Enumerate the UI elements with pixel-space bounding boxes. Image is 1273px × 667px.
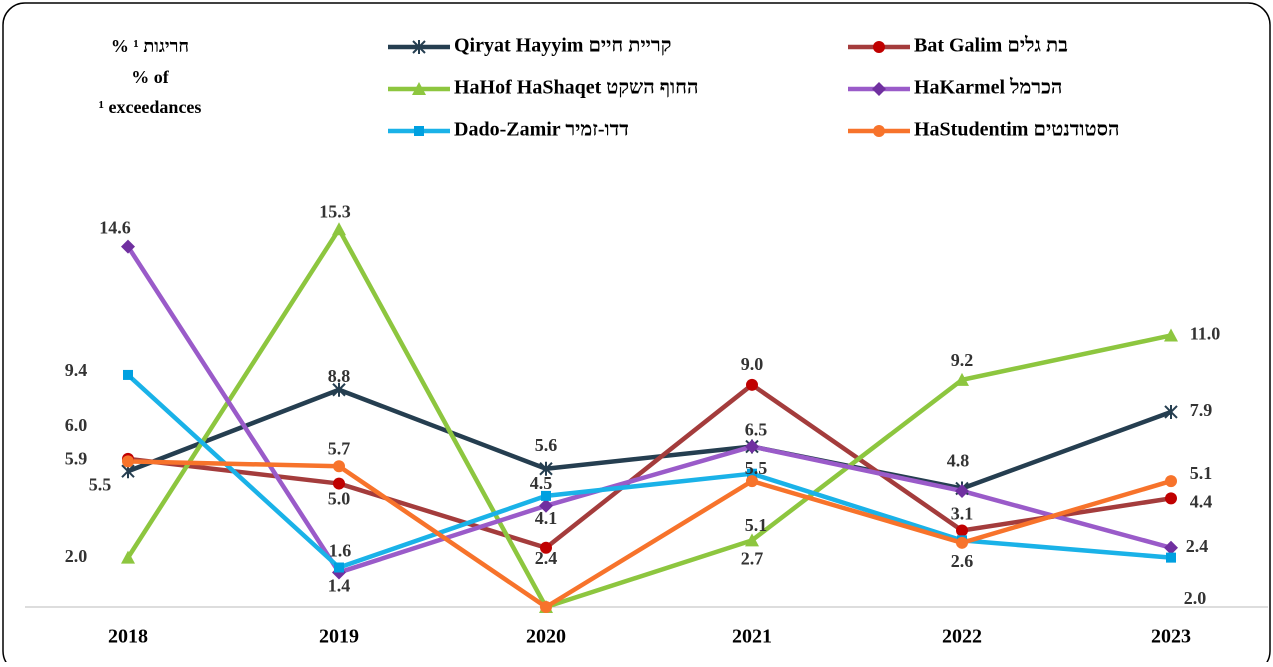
marker	[1164, 404, 1178, 419]
marker	[747, 468, 757, 479]
marker	[873, 41, 885, 53]
marker	[333, 460, 345, 473]
data-label: 6.5	[745, 420, 768, 440]
data-label: 9.0	[741, 354, 764, 374]
data-label: 4.5	[530, 473, 553, 493]
title-line: % of	[131, 67, 170, 87]
title-line: ¹ exceedances	[99, 97, 202, 117]
data-label: 5.5	[89, 474, 112, 494]
legend-label: HaStudentim הסטודנטים	[914, 119, 1119, 141]
marker	[746, 475, 758, 488]
data-label: 2.0	[65, 546, 88, 566]
marker	[746, 378, 758, 391]
data-label: 6.0	[65, 415, 88, 435]
data-label: 5.1	[745, 515, 768, 535]
data-label: 4.4	[1190, 492, 1213, 512]
marker	[873, 125, 885, 137]
marker	[539, 498, 553, 513]
marker	[121, 550, 135, 564]
data-label: 9.2	[951, 350, 974, 370]
series-line	[127, 387, 1172, 491]
data-label: 5.5	[745, 458, 768, 478]
data-label: 15.3	[319, 201, 351, 221]
data-label: 2.7	[741, 548, 764, 568]
marker	[955, 483, 969, 498]
data-label: 14.6	[99, 218, 131, 238]
marker	[540, 541, 552, 554]
marker	[123, 369, 133, 380]
data-label: 5.0	[328, 489, 351, 509]
marker	[1165, 475, 1177, 488]
data-label: 1.4	[328, 576, 351, 596]
series-line	[127, 382, 1172, 550]
data-label: 9.4	[65, 360, 88, 380]
marker	[333, 477, 345, 490]
data-label: 7.9	[1190, 400, 1213, 420]
data-label: 2.0	[1184, 588, 1207, 608]
x-tick-label: 2023	[1151, 626, 1191, 648]
marker	[956, 536, 968, 549]
series-line	[126, 245, 1172, 575]
marker	[540, 601, 552, 613]
x-tick-label: 2022	[942, 626, 982, 648]
legend-label: Dado-Zamir דדו-זמיר	[454, 119, 629, 141]
marker	[332, 222, 346, 236]
marker	[1164, 540, 1178, 555]
data-label: 2.6	[951, 551, 974, 571]
data-label: 2.4	[535, 548, 558, 568]
marker	[414, 126, 424, 136]
marker	[539, 461, 553, 476]
data-label: 5.7	[328, 438, 351, 458]
title-line: % חריגות ¹	[111, 36, 189, 56]
data-label: 11.0	[1190, 324, 1221, 344]
series-line	[127, 459, 1172, 610]
marker	[955, 372, 969, 386]
marker	[541, 490, 551, 501]
marker	[1166, 552, 1176, 563]
x-tick-label: 2019	[319, 626, 359, 648]
legend-label: Bat Galim בת גלים	[914, 35, 1068, 57]
marker	[1164, 328, 1178, 342]
marker	[412, 40, 426, 54]
marker	[1165, 492, 1177, 505]
data-label: 4.8	[947, 451, 970, 471]
marker	[122, 455, 134, 468]
marker	[956, 524, 968, 537]
data-label: 3.1	[951, 504, 974, 524]
data-label: 5.6	[535, 435, 558, 455]
series-line	[126, 227, 1172, 610]
legend-label: Qiryat Hayyim קריית חיים	[454, 35, 671, 57]
x-tick-label: 2020	[526, 626, 566, 648]
marker	[121, 239, 135, 254]
x-tick-label: 2021	[732, 626, 772, 648]
x-tick-label: 2018	[108, 626, 148, 648]
data-label: 4.1	[535, 508, 558, 528]
marker	[334, 562, 344, 573]
data-label: 5.1	[1190, 463, 1213, 483]
marker	[412, 82, 426, 95]
legend-label: HaKarmel הכרמל	[914, 77, 1062, 99]
series-line	[126, 373, 1172, 570]
legend-label: HaHof HaShaqet החוף השקט	[454, 77, 699, 99]
marker	[745, 439, 759, 454]
marker	[745, 533, 759, 547]
data-label: 1.6	[329, 541, 352, 561]
data-label: 5.9	[65, 448, 88, 468]
marker	[332, 382, 346, 397]
marker	[872, 82, 886, 96]
data-label: 2.4	[1186, 536, 1209, 556]
data-label: 8.8	[328, 366, 351, 386]
